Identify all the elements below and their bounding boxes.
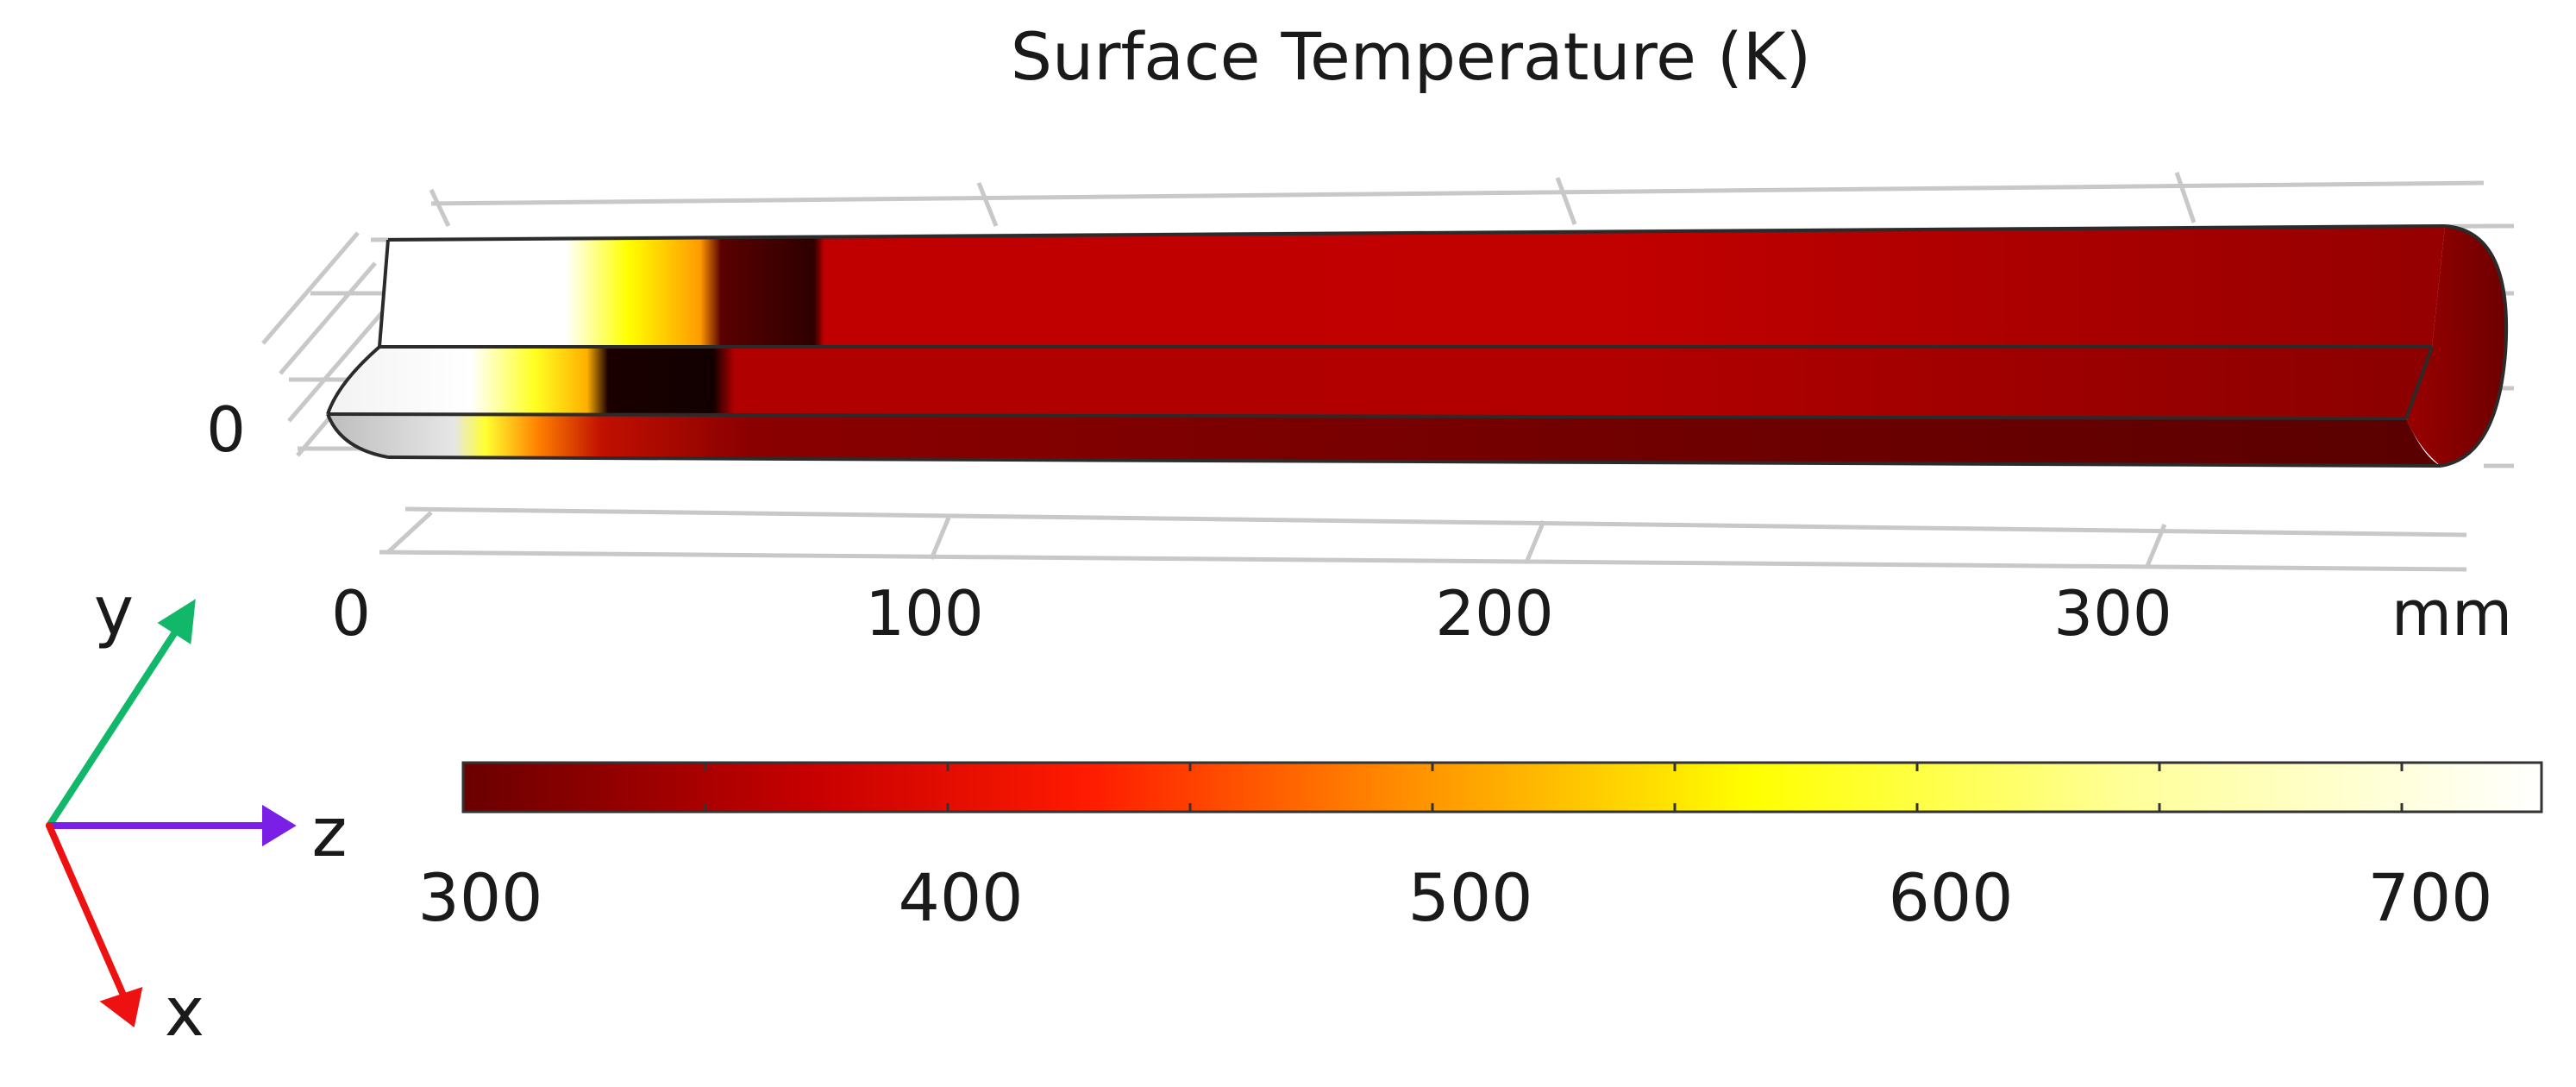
y-arrowhead [157,599,196,644]
z-axis-unit: mm [2391,577,2512,650]
rod-front-face [328,347,2432,418]
colorbar-tick-600: 600 [1888,859,2013,936]
z-axis-tick-300: 300 [2053,577,2172,650]
colorbar-tick-700: 700 [2367,859,2492,936]
colorbar-tick-500: 500 [1407,859,1532,936]
y-axis-tick-0: 0 [206,393,246,466]
colorbar-gradient [461,761,2543,814]
z-arrowhead [262,804,297,847]
axis-triad [46,599,297,1028]
rod-3d [326,224,2509,468]
z-axis-tick-0: 0 [331,577,371,650]
colorbar-tick-400: 400 [898,859,1023,936]
x-axis-arrow [46,822,128,1002]
rod-end-cap [2406,226,2507,466]
triad-label-x: x [165,974,204,1052]
colorbar-tick-300: 300 [417,859,542,936]
z-axis-tick-100: 100 [865,577,983,650]
figure-title: Surface Temperature (K) [1011,18,1811,95]
rod-top-face [379,226,2445,347]
colorbar: 300 400 500 600 700 [417,761,2543,936]
rod-bottom-face [328,414,2441,466]
x-arrowhead [99,987,143,1028]
triad-label-y: y [94,573,134,650]
z-axis-tick-200: 200 [1435,577,1553,650]
y-axis-arrow [46,619,185,829]
triad-label-z: z [312,795,348,872]
